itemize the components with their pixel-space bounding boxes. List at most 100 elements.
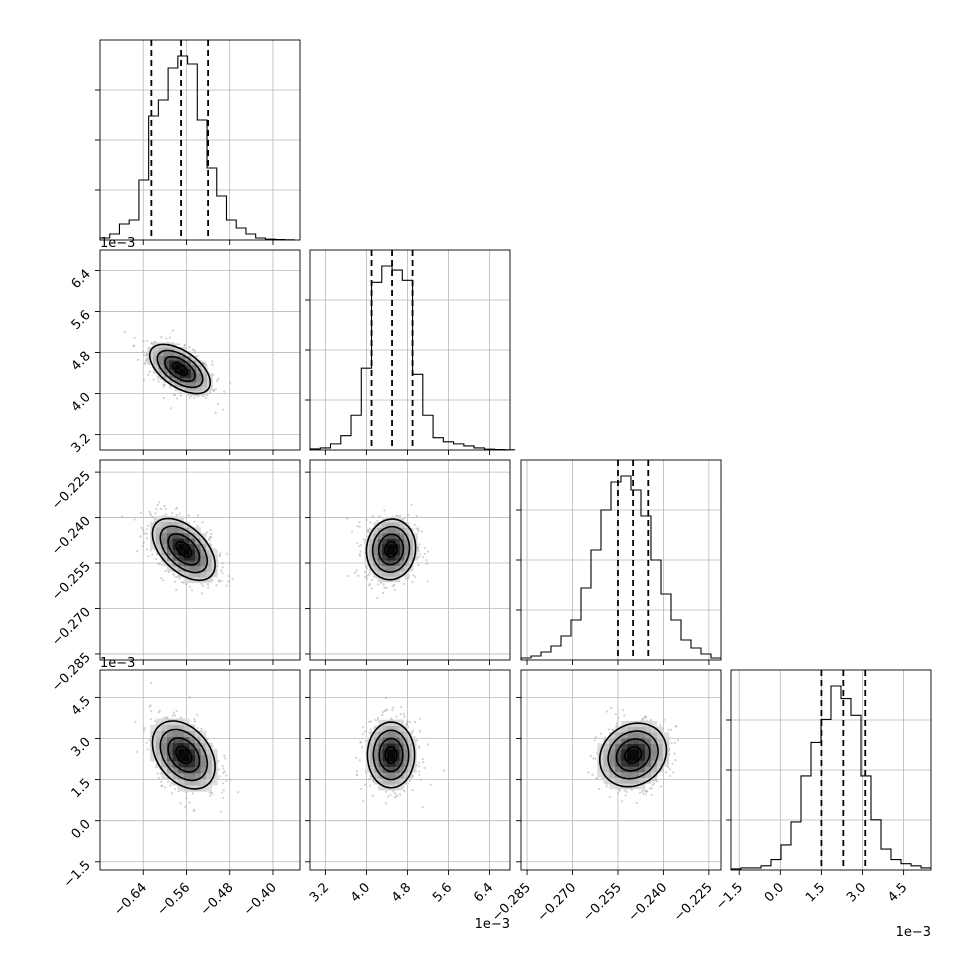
density-cell <box>373 549 378 555</box>
sample-point <box>378 515 380 517</box>
sample-point <box>155 558 157 560</box>
density-cell <box>387 731 392 737</box>
sample-point <box>223 789 225 791</box>
density-cell <box>201 571 207 577</box>
sample-point <box>142 350 144 352</box>
sample-point <box>193 397 195 399</box>
sample-point <box>426 563 428 565</box>
sample-point <box>165 337 167 339</box>
sample-point <box>363 539 365 541</box>
density-cell <box>609 755 615 761</box>
sample-point <box>210 533 212 535</box>
sample-point <box>403 583 405 585</box>
sample-point <box>624 789 626 791</box>
sample-point <box>220 569 222 571</box>
sample-point <box>609 796 611 798</box>
sample-point <box>156 375 158 377</box>
sample-point <box>422 556 424 558</box>
sample-point <box>418 774 420 776</box>
sample-point <box>399 515 401 517</box>
sample-point <box>164 505 166 507</box>
sample-point <box>362 726 364 728</box>
sample-point <box>166 716 168 718</box>
y-offset-label: 1e−3 <box>100 656 135 671</box>
density-cell <box>178 749 184 755</box>
sample-point <box>160 781 162 783</box>
sample-point <box>364 576 366 578</box>
sample-point <box>146 533 148 535</box>
sample-point <box>407 577 409 579</box>
sample-point <box>188 801 190 803</box>
sample-point <box>173 712 175 714</box>
sample-point <box>385 697 387 699</box>
sample-point <box>148 511 150 513</box>
sample-point <box>176 514 178 516</box>
sample-point <box>206 738 208 740</box>
sample-point <box>142 529 144 531</box>
sample-point <box>417 530 419 532</box>
sample-point <box>145 359 147 361</box>
density-cell <box>391 731 396 737</box>
sample-point <box>424 547 426 549</box>
sample-point <box>411 581 413 583</box>
sample-point <box>443 770 445 772</box>
y-tick-label: −0.285 <box>49 650 94 695</box>
density-cell <box>374 749 379 755</box>
y-tick-label: 3.2 <box>69 431 94 456</box>
sample-point <box>425 559 427 561</box>
sample-point <box>196 525 198 527</box>
sample-point <box>208 539 210 541</box>
sample-point <box>384 710 386 712</box>
sample-point <box>220 580 222 582</box>
sample-point <box>172 329 174 331</box>
sample-point <box>164 786 166 788</box>
sample-point <box>674 759 676 761</box>
sample-point <box>590 755 592 757</box>
sample-point <box>346 518 348 520</box>
sample-point <box>150 514 152 516</box>
sample-point <box>160 785 162 787</box>
sample-point <box>155 508 157 510</box>
sample-point <box>424 553 426 555</box>
sample-point <box>169 336 171 338</box>
sample-point <box>217 378 219 380</box>
sample-point <box>405 577 407 579</box>
sample-point <box>409 780 411 782</box>
sample-point <box>147 525 149 527</box>
sample-point <box>383 509 385 511</box>
sample-point <box>143 354 145 356</box>
sample-point <box>359 759 361 761</box>
density-cell <box>206 566 212 572</box>
sample-point <box>158 777 160 779</box>
density-cell <box>158 356 164 361</box>
sample-point <box>145 742 147 744</box>
sample-point <box>228 575 230 577</box>
sample-point <box>157 563 159 565</box>
sample-point <box>368 721 370 723</box>
sample-point <box>147 555 149 557</box>
sample-point <box>668 729 670 731</box>
sample-point <box>385 802 387 804</box>
sample-point <box>419 730 421 732</box>
sample-point <box>392 790 394 792</box>
sample-point <box>222 566 224 568</box>
sample-point <box>351 530 353 532</box>
sample-point <box>636 802 638 804</box>
sample-point <box>369 572 371 574</box>
sample-point <box>210 792 212 794</box>
density-cell <box>387 566 392 572</box>
sample-point <box>211 364 213 366</box>
density-layer <box>346 504 429 599</box>
sample-point <box>649 787 651 789</box>
sample-point <box>176 397 178 399</box>
sample-point <box>224 757 226 759</box>
sample-point <box>654 778 656 780</box>
sample-point <box>671 742 673 744</box>
sample-point <box>418 747 420 749</box>
sample-point <box>422 806 424 808</box>
density-layer <box>587 707 679 804</box>
sample-point <box>359 555 361 557</box>
sample-point <box>360 544 362 546</box>
y-tick-label: 3.0 <box>69 735 94 760</box>
sample-point <box>624 794 626 796</box>
